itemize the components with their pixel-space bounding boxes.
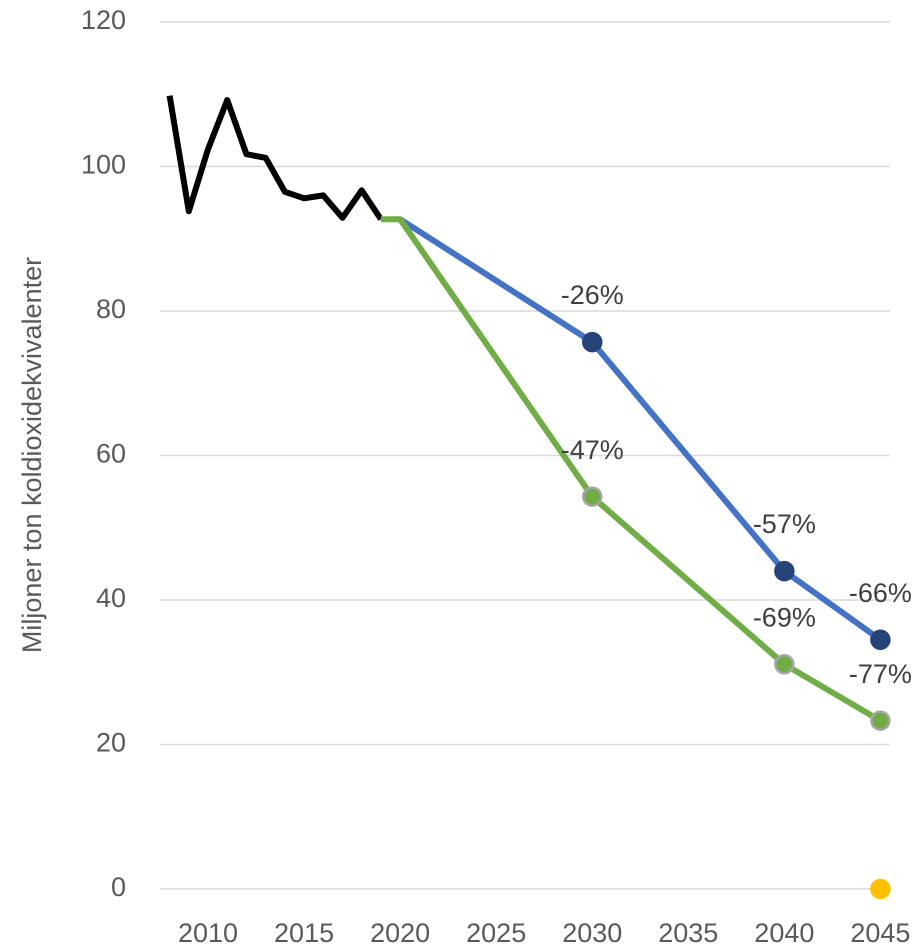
data-label: -47%: [561, 435, 624, 465]
series-line: [380, 216, 882, 724]
point-marker: [870, 710, 891, 731]
x-tick-label: 2010: [178, 918, 238, 948]
x-tick-label: 2015: [274, 918, 334, 948]
series-line: [398, 216, 883, 643]
point-marker: [774, 654, 795, 675]
y-tick-label: 100: [81, 150, 126, 180]
data-label: -66%: [849, 578, 912, 608]
data-label: -77%: [849, 659, 912, 689]
data-label: -26%: [561, 280, 624, 310]
x-tick-label: 2040: [754, 918, 814, 948]
x-tick-label: 2030: [562, 918, 622, 948]
point-marker: [581, 331, 603, 353]
y-axis-label: Miljoner ton koldioxidekvivalenter: [17, 257, 47, 653]
x-tick-label: 2035: [658, 918, 718, 948]
x-tick-label: 2045: [850, 918, 910, 948]
x-tick-label: 2020: [370, 918, 430, 948]
point-marker: [774, 560, 795, 582]
y-tick-label: 40: [96, 583, 126, 613]
y-tick-label: 80: [96, 294, 126, 324]
y-tick-label: 120: [81, 5, 126, 35]
x-tick-label: 2025: [466, 918, 526, 948]
point-marker: [581, 486, 603, 507]
data-label: -69%: [753, 602, 816, 632]
y-tick-label: 0: [111, 872, 126, 902]
y-tick-label: 60: [96, 439, 126, 469]
y-tick-label: 20: [96, 728, 126, 758]
series-line: [166, 95, 384, 221]
point-marker: [870, 629, 891, 650]
data-label: -57%: [753, 509, 816, 539]
point-marker: [870, 878, 891, 900]
